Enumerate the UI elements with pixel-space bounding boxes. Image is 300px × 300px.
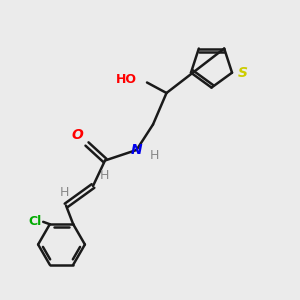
Text: HO: HO — [116, 73, 136, 86]
Text: N: N — [131, 143, 142, 157]
Text: H: H — [100, 169, 109, 182]
Text: Cl: Cl — [28, 215, 42, 228]
Text: H: H — [60, 186, 69, 199]
Text: O: O — [72, 128, 83, 142]
Text: H: H — [150, 149, 159, 162]
Text: S: S — [237, 66, 248, 80]
